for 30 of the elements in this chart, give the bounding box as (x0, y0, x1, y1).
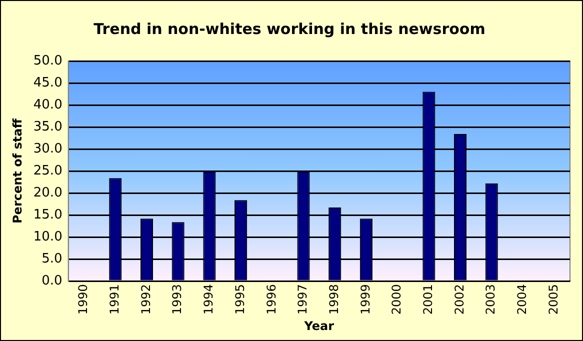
y-tick-label: 15.0 (33, 207, 62, 222)
x-tick-label: 2000 (390, 284, 404, 315)
x-tick-label: 1997 (296, 284, 310, 315)
x-tick-label: 2001 (421, 284, 436, 315)
chart-title: Trend in non-whites working in this newsroom (94, 20, 486, 38)
y-tick-label: 0.0 (42, 273, 62, 288)
y-tick-label: 45.0 (33, 75, 62, 90)
x-tick-label: 1998 (326, 284, 341, 315)
y-tick-label: 25.0 (33, 163, 62, 178)
y-tick-label: 20.0 (33, 185, 62, 200)
y-tick-label: 35.0 (33, 119, 62, 134)
y-tick-label: 40.0 (33, 97, 62, 112)
x-tick-label: 1994 (202, 284, 216, 315)
x-tick-label: 2004 (515, 284, 530, 315)
x-tick-label: 1996 (264, 284, 278, 315)
x-tick-label: 1990 (76, 284, 90, 315)
y-axis-title: Percent of staff (10, 118, 24, 224)
x-tick-label: 2005 (546, 284, 560, 315)
x-tick-label: 1991 (108, 284, 122, 315)
x-tick-label: 2002 (452, 284, 466, 315)
x-tick-label: 1993 (170, 284, 184, 315)
y-tick-label: 5.0 (42, 251, 62, 266)
y-tick-label: 30.0 (33, 141, 62, 156)
x-tick-label: 2003 (484, 284, 498, 315)
x-tick-label: 1992 (138, 284, 153, 315)
x-tick-label: 1995 (232, 284, 247, 315)
x-axis-title: Year (303, 318, 334, 333)
y-tick-label: 50.0 (33, 53, 62, 68)
x-tick-label: 1999 (358, 284, 372, 315)
y-tick-label: 10.0 (33, 229, 62, 244)
